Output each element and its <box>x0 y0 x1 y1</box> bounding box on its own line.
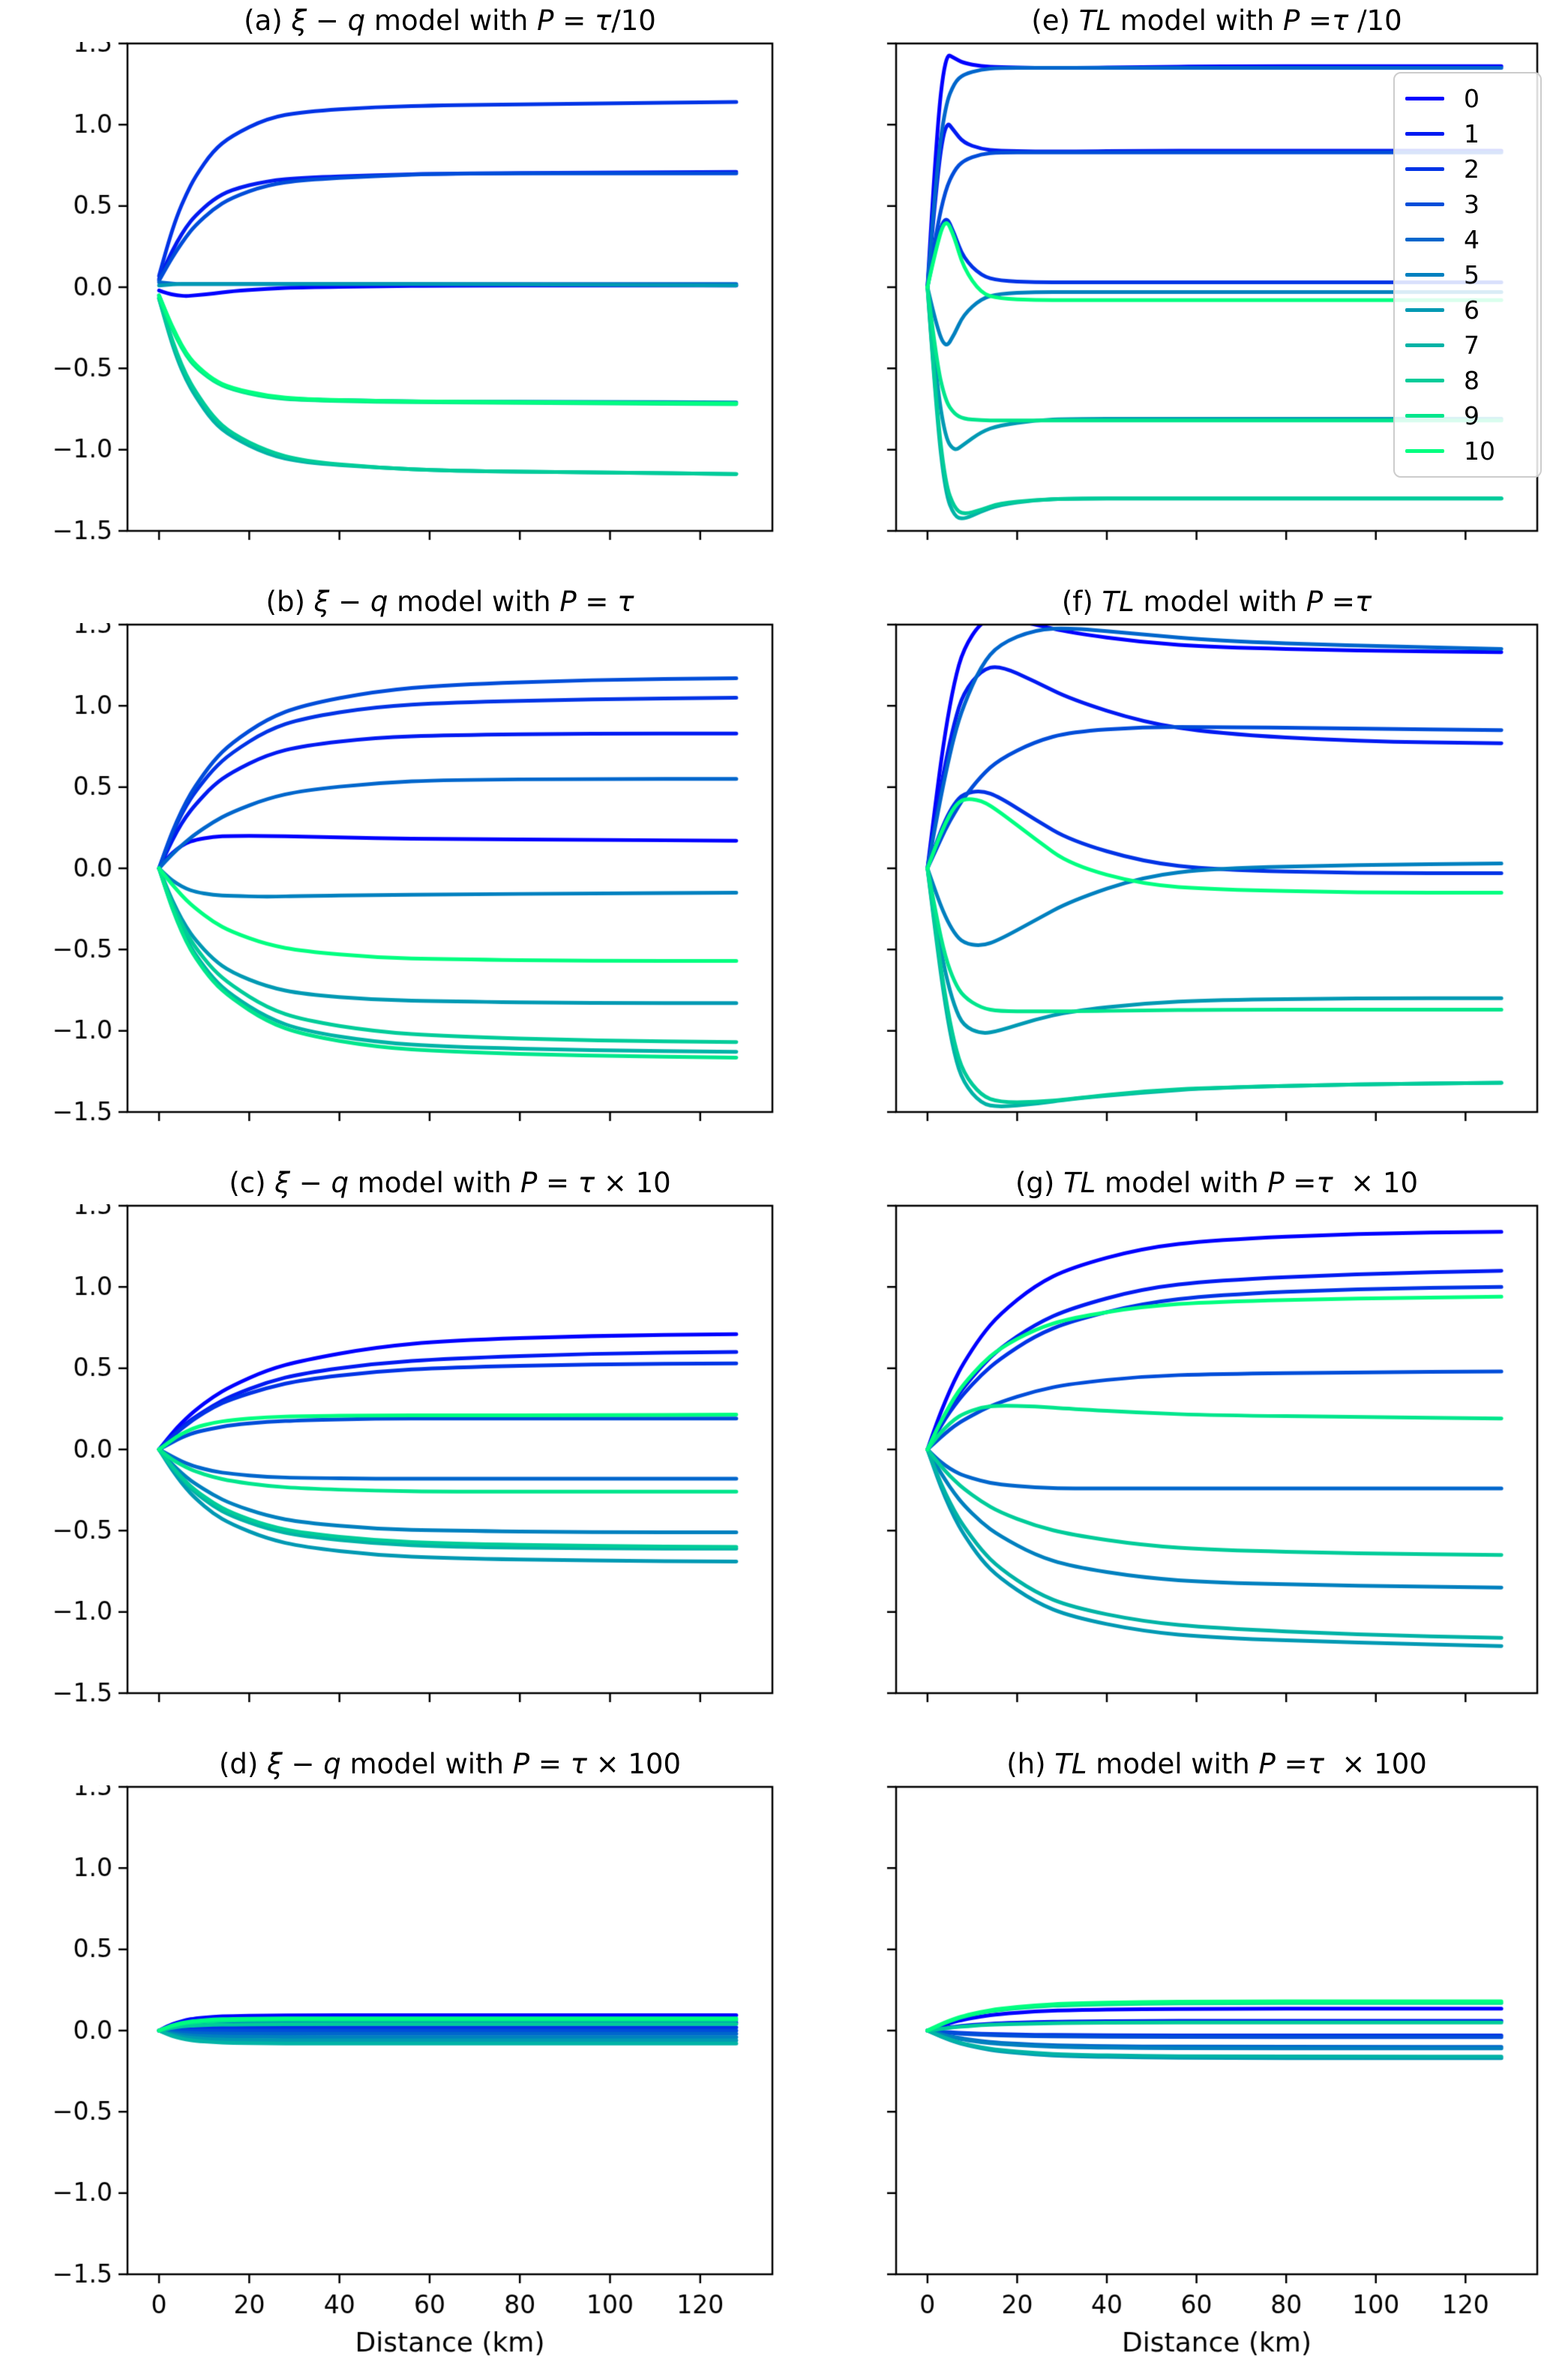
panel-g: (g) TL model with P =τ × 10 <box>847 1162 1550 1743</box>
legend-item-9: 9 <box>1405 398 1540 433</box>
legend-item-5: 5 <box>1405 257 1540 292</box>
panel-c: (c) ξ − q model with P = τ × 10 q − q₀ <box>0 1162 825 1743</box>
legend-item-0: 0 <box>1405 81 1540 116</box>
legend-line-swatch <box>1405 132 1444 136</box>
legend-line-swatch <box>1405 273 1444 277</box>
legend-label: 2 <box>1464 154 1480 184</box>
panel-a: (a) ξ − q model with P = τ/10 q − q₀ <box>0 0 825 581</box>
legend-label: 3 <box>1464 190 1480 219</box>
legend-item-2: 2 <box>1405 151 1540 187</box>
legend-line-swatch <box>1405 238 1444 241</box>
legend-item-3: 3 <box>1405 187 1540 222</box>
legend-label: 8 <box>1464 366 1480 395</box>
legend-label: 7 <box>1464 331 1480 360</box>
legend-line-swatch <box>1405 308 1444 312</box>
panel-a-title: (a) ξ − q model with P = τ/10 <box>244 4 656 37</box>
legend-item-7: 7 <box>1405 328 1540 363</box>
panel-f-plot <box>847 623 1550 1142</box>
panel-f-title: (f) TL model with P =τ <box>1061 586 1372 618</box>
panel-g-title: (g) TL model with P =τ × 10 <box>1015 1167 1419 1199</box>
legend-line-swatch <box>1405 167 1444 171</box>
panel-c-plot <box>0 1204 786 1723</box>
panel-c-title: (c) ξ − q model with P = τ × 10 <box>229 1167 671 1199</box>
legend-item-10: 10 <box>1405 433 1540 469</box>
legend-label: 6 <box>1464 295 1480 325</box>
legend-label: 10 <box>1464 436 1495 466</box>
panel-d: (d) ξ − q model with P = τ × 100 q − q₀ <box>0 1743 825 2380</box>
panel-b: (b) ξ − q model with P = τ q − q₀ <box>0 581 825 1162</box>
legend-line-swatch <box>1405 449 1444 453</box>
legend-label: 1 <box>1464 119 1480 148</box>
legend-label: 0 <box>1464 84 1480 113</box>
legend-line-swatch <box>1405 202 1444 206</box>
legend-label: 9 <box>1464 401 1480 430</box>
legend-line-swatch <box>1405 379 1444 382</box>
legend-item-8: 8 <box>1405 363 1540 398</box>
legend-item-6: 6 <box>1405 292 1540 328</box>
legend-line-swatch <box>1405 97 1444 100</box>
panel-h-title: (h) TL model with P =τ × 100 <box>1006 1748 1427 1780</box>
legend-label: 4 <box>1464 225 1480 254</box>
panel-d-title: (d) ξ − q model with P = τ × 100 <box>218 1748 682 1780</box>
panel-e: (e) TL model with P =τ /10 0 1 2 3 4 5 6 7 8 9 10 <box>847 0 1550 581</box>
legend-label: 5 <box>1464 260 1480 289</box>
legend-item-4: 4 <box>1405 222 1540 257</box>
panel-g-plot <box>847 1204 1550 1723</box>
panel-b-title: (b) ξ − q model with P = τ <box>265 586 634 618</box>
panel-f: (f) TL model with P =τ <box>847 581 1550 1162</box>
legend-line-swatch <box>1405 414 1444 418</box>
panel-e-title: (e) TL model with P =τ /10 <box>1031 4 1402 37</box>
panel-h-plot <box>847 1785 1550 2380</box>
panel-d-plot <box>0 1785 786 2380</box>
legend-line-swatch <box>1405 343 1444 347</box>
legend-item-1: 1 <box>1405 116 1540 151</box>
panel-h: (h) TL model with P =τ × 100 <box>847 1743 1550 2380</box>
legend: 0 1 2 3 4 5 6 7 8 9 10 <box>1393 72 1542 478</box>
panel-b-plot <box>0 623 786 1142</box>
panel-a-plot <box>0 42 786 561</box>
